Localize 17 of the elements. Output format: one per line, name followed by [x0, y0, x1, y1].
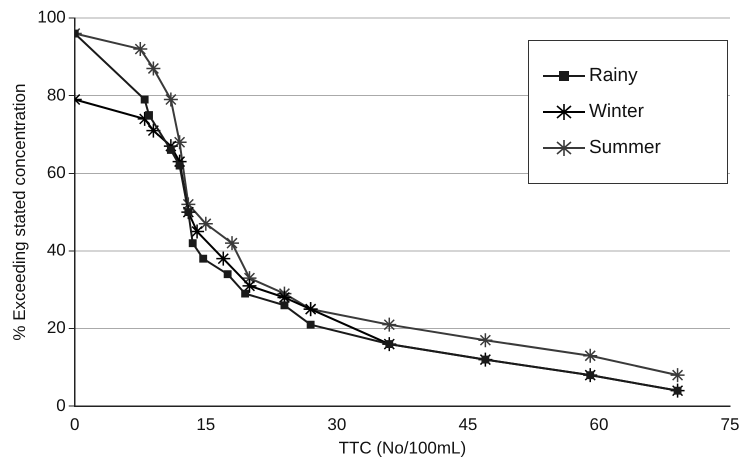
- y-tick-label: 0: [56, 396, 66, 415]
- x-tick-label: 0: [70, 415, 80, 434]
- legend-label: Winter: [589, 101, 644, 123]
- legend-label: Rainy: [589, 65, 638, 87]
- y-tick-label: 80: [46, 85, 66, 104]
- y-tick-label: 20: [46, 318, 66, 338]
- x-tick-label: 60: [589, 415, 608, 434]
- legend-label: Summer: [589, 137, 661, 159]
- x-tick-label: 75: [720, 415, 740, 434]
- y-axis-title: % Exceeding stated concentration: [10, 84, 29, 341]
- y-tick-label: 40: [46, 240, 66, 260]
- x-axis-title: TTC (No/100mL): [338, 438, 466, 458]
- y-tick-label: 100: [37, 8, 66, 27]
- x-tick-label: 15: [196, 415, 216, 434]
- y-tick-label: 60: [46, 162, 66, 182]
- x-tick-label: 30: [327, 415, 346, 434]
- x-tick-label: 45: [458, 415, 478, 434]
